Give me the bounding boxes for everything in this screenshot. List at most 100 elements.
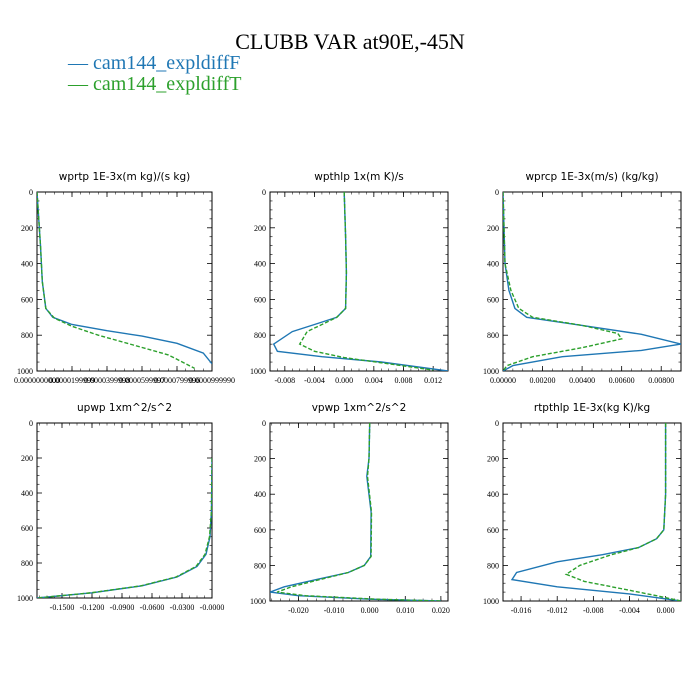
y-tick-label: 0 [262,419,266,428]
legend-entry-expldiffT: — cam144_expldiffT [68,73,242,95]
y-tick-label: 800 [21,331,33,340]
plot-panel-3: wprcp 1E-3x(m/s) (kg/kg) 0 200 400 600 800 100… [483,171,682,385]
y-tick-label: 400 [254,490,266,499]
y-tick-label: 600 [21,524,33,533]
x-tick-label: 0.000 [657,606,675,615]
y-tick-label: 400 [21,260,33,269]
y-tick-label: 200 [254,455,266,464]
x-tick-label: -0.020 [288,606,309,615]
x-tick-label: 0.00000 [490,376,516,385]
legend-entry-expldiffF: — cam144_expldiffF [68,52,241,74]
y-tick-label: 1000 [250,597,266,606]
plot-frame [269,422,449,602]
x-tick-label: -0.016 [511,606,532,615]
x-tick-label: 0.00200 [530,376,556,385]
y-tick-label: 0 [29,419,33,428]
series-line-expldiffT [276,423,441,601]
x-tick-label: 0.008 [395,376,413,385]
series-line-expldiffF [37,192,212,365]
y-tick-label: 600 [487,295,499,304]
plot-panel-1: wprtp 1E-3x(m kg)/(s kg) 0 200 400 600 800 100… [14,171,235,385]
x-tick-label: 0.020 [432,606,450,615]
y-tick-label: 800 [254,331,266,340]
y-tick-label: 800 [487,331,499,340]
plot-title: rtpthlp 1E-3x(kg K)/kg [534,402,650,414]
series-line-expldiffF [37,457,212,598]
x-tick-label: -0.010 [324,606,345,615]
x-tick-label: -0.008 [274,376,295,385]
figure-title: CLUBB VAR at90E,-45N [235,29,465,54]
x-tick-label: 0.004 [365,376,383,385]
plot-title: wprtp 1E-3x(m kg)/(s kg) [59,171,190,183]
y-tick-label: 1000 [17,594,33,603]
y-tick-label: 0 [495,188,499,197]
y-tick-label: 600 [487,526,499,535]
y-tick-label: 0 [495,419,499,428]
x-tick-label: -0.008 [583,606,604,615]
y-tick-label: 400 [487,490,499,499]
plot-frame [502,422,682,602]
x-tick-label: -0.1200 [80,603,105,612]
y-tick-label: 1000 [483,367,499,376]
x-tick-label: -0.0600 [140,603,165,612]
plot-frame [36,191,213,372]
plot-panel-5: vpwp 1xm^2/s^2 0 200 400 600 800 1000 -0.020 -0.… [250,402,450,615]
y-tick-label: 800 [487,561,499,570]
x-tick-label: 0.000 [361,606,379,615]
x-tick-label: 0.0000199999 [49,376,95,385]
y-tick-label: 400 [487,260,499,269]
x-tick-label: 0.0000599997 [119,376,165,385]
x-tick-label: -0.004 [304,376,325,385]
y-tick-label: 200 [254,224,266,233]
y-tick-label: 600 [254,295,266,304]
series-line-expldiffF [270,423,441,601]
y-tick-label: 800 [254,561,266,570]
x-tick-label: -0.0000 [200,603,225,612]
x-tick-label: 0.0000399998 [84,376,130,385]
y-tick-label: 0 [29,188,33,197]
y-tick-label: 400 [254,260,266,269]
y-tick-label: 200 [487,455,499,464]
plot-frame [269,191,449,372]
series-line-expldiffT [503,192,623,371]
y-tick-label: 800 [21,559,33,568]
plot-title: vpwp 1xm^2/s^2 [312,402,407,414]
x-tick-label: 0.00400 [569,376,595,385]
plot-title: upwp 1xm^2/s^2 [77,402,172,414]
x-tick-label: 0.012 [424,376,442,385]
plot-frame [502,191,682,372]
plot-title: wprcp 1E-3x(m/s) (kg/kg) [525,171,658,183]
plot-panel-6: rtpthlp 1E-3x(kg K)/kg 0 200 400 600 800 1000 -… [483,402,682,615]
x-tick-label: -0.004 [619,606,640,615]
y-tick-label: 1000 [17,367,33,376]
x-tick-label: 0.0000000000 [14,376,60,385]
y-tick-label: 1000 [483,597,499,606]
y-tick-label: 200 [487,224,499,233]
series-line-expldiffT [564,423,681,601]
y-tick-label: 600 [254,526,266,535]
x-tick-label: -0.0900 [110,603,135,612]
x-tick-label: 0.010 [396,606,414,615]
plot-panel-4: upwp 1xm^2/s^2 0 200 400 600 800 1000 -0.1500 -0… [17,402,224,612]
series-line-expldiffT [298,192,434,371]
y-tick-label: 600 [21,295,33,304]
y-tick-label: 200 [21,454,33,463]
x-tick-label: 0.0000999990 [189,376,235,385]
x-tick-label: 0.0000799996 [154,376,200,385]
x-tick-label: 0.00600 [609,376,635,385]
plot-panel-2: wpthlp 1x(m K)/s 0 200 400 600 800 1000 -0.008-… [250,171,449,385]
series-line-expldiffF [510,423,681,601]
series-line-expldiffT [37,457,212,598]
series-line-expldiffF [503,192,681,371]
x-tick-label: -0.012 [547,606,568,615]
x-tick-label: -0.1500 [50,603,75,612]
y-tick-label: 0 [262,188,266,197]
y-tick-label: 400 [21,489,33,498]
x-tick-label: 0.00800 [648,376,674,385]
plot-title: wpthlp 1x(m K)/s [314,171,404,183]
x-tick-label: 0.000 [335,376,353,385]
y-tick-label: 200 [21,224,33,233]
x-tick-label: -0.0300 [170,603,195,612]
y-tick-label: 1000 [250,367,266,376]
